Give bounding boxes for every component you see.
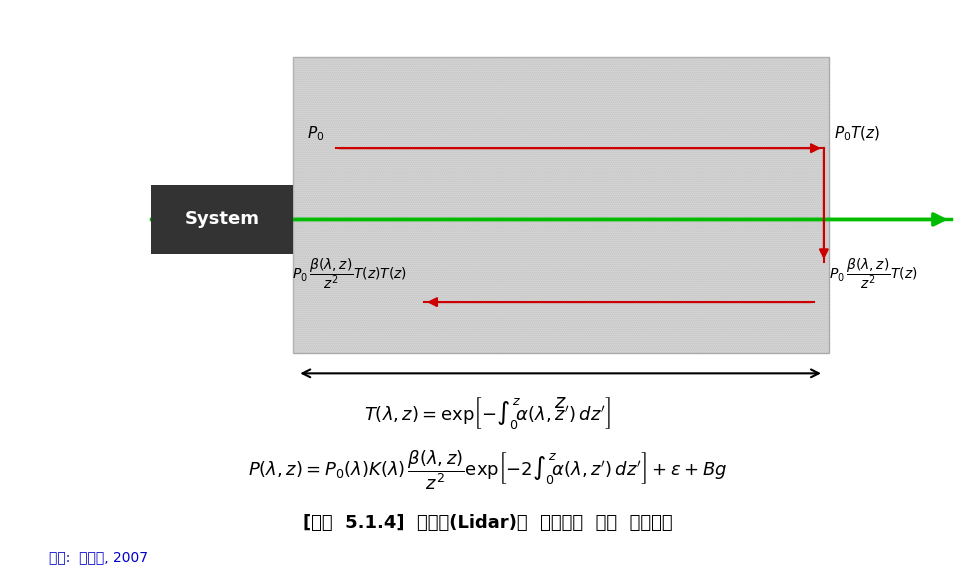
Text: $P_0\,\dfrac{\beta(\lambda,z)}{z^2}T(z)T(z)$: $P_0\,\dfrac{\beta(\lambda,z)}{z^2}T(z)T… (292, 256, 408, 291)
Text: $P_0 T(z)$: $P_0 T(z)$ (834, 124, 879, 142)
Text: [그림  5.1.4]  라이더(Lidar)의  에어로졸  분포  산출이론: [그림 5.1.4] 라이더(Lidar)의 에어로졸 분포 산출이론 (302, 514, 673, 532)
Text: $T(\lambda,z) = \exp\!\left[-\int_0^{z}\!\alpha(\lambda,z^{\prime})\,dz^{\prime}: $T(\lambda,z) = \exp\!\left[-\int_0^{z}\… (364, 395, 611, 431)
Bar (292, 57, 829, 353)
Text: 자료:  조성주, 2007: 자료: 조성주, 2007 (49, 551, 148, 564)
Text: $P_0\,\dfrac{\beta(\lambda,z)}{z^2}T(z)$: $P_0\,\dfrac{\beta(\lambda,z)}{z^2}T(z)$ (829, 256, 917, 291)
Text: System: System (184, 210, 259, 229)
Bar (151, 185, 292, 254)
Bar (292, 57, 829, 353)
Text: $z$: $z$ (555, 393, 566, 412)
Text: $P(\lambda,z) = P_0(\lambda)K(\lambda)\,\dfrac{\beta(\lambda,z)}{z^2}\exp\!\left: $P(\lambda,z) = P_0(\lambda)K(\lambda)\,… (248, 449, 727, 492)
Text: $P_0$: $P_0$ (307, 124, 325, 142)
